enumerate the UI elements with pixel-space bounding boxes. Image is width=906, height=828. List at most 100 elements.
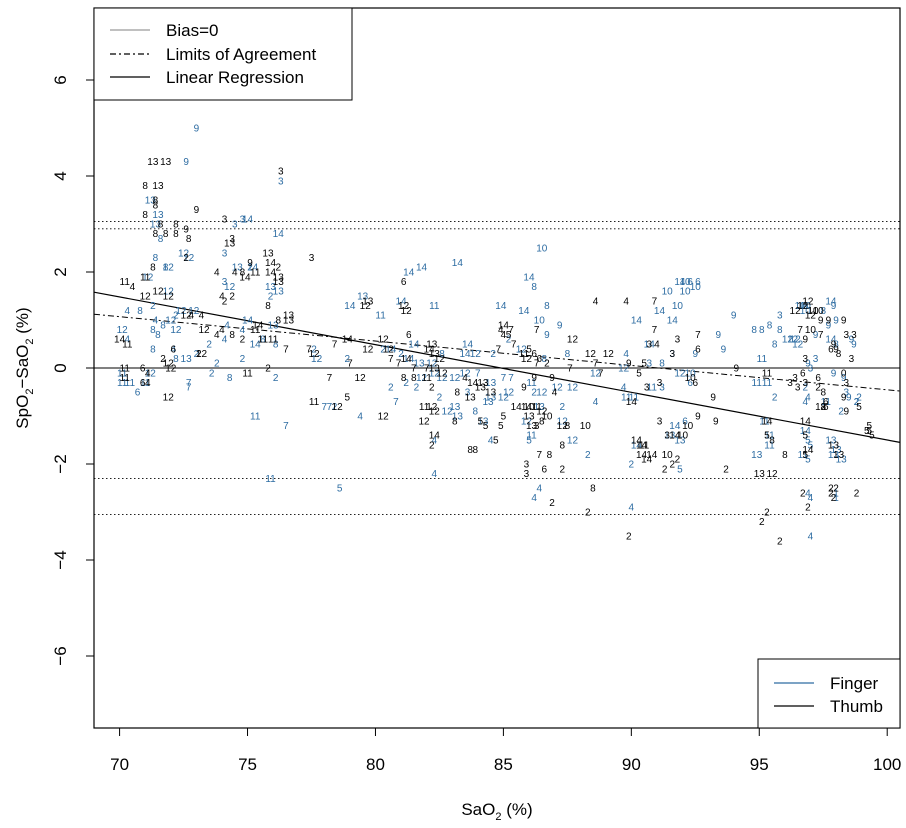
thumb-point: 13 — [477, 378, 489, 389]
finger-point: 3 — [808, 364, 814, 375]
thumb-point: 2 — [160, 354, 166, 365]
thumb-point: 4 — [552, 388, 558, 399]
thumb-point: 11 — [122, 340, 133, 351]
thumb-point: 8 — [769, 436, 775, 447]
finger-point: 2 — [531, 388, 537, 399]
thumb-point: 4 — [501, 330, 507, 341]
thumb-point: 8 — [240, 268, 246, 279]
finger-point: 12 — [567, 383, 579, 394]
finger-point: 3 — [222, 248, 228, 259]
finger-point: 14 — [403, 354, 415, 365]
finger-point: 8 — [751, 325, 757, 336]
finger-point: 14 — [459, 349, 471, 360]
thumb-point: 3 — [309, 253, 315, 264]
thumb-point: 7 — [332, 340, 338, 351]
thumb-point: 8 — [275, 316, 281, 327]
thumb-point: 5 — [345, 392, 351, 403]
thumb-point: 12 — [557, 421, 569, 432]
thumb-point: 7 — [534, 359, 540, 370]
thumb-point: 8 — [153, 200, 159, 211]
thumb-point: 12 — [426, 402, 438, 413]
finger-point: 14 — [242, 215, 254, 226]
x-tick-label: 95 — [750, 755, 769, 774]
thumb-point: 12 — [802, 296, 814, 307]
finger-point: 12 — [782, 335, 794, 346]
finger-point: 2 — [838, 407, 844, 418]
finger-point: 14 — [800, 426, 812, 437]
thumb-point: 8 — [163, 229, 169, 240]
thumb-point: 12 — [567, 335, 579, 346]
thumb-point: 4 — [145, 378, 151, 389]
thumb-point: 10 — [662, 450, 674, 461]
finger-point: 2 — [332, 402, 338, 413]
thumb-regression-line — [93, 291, 901, 443]
thumb-point: 6 — [171, 344, 177, 355]
finger-point: 3 — [465, 388, 471, 399]
thumb-point: 6 — [140, 364, 146, 375]
finger-point: 6 — [687, 277, 693, 288]
finger-point: 12 — [449, 373, 461, 384]
thumb-point: 4 — [232, 268, 238, 279]
finger-point: 11 — [250, 412, 261, 423]
finger-point: 14 — [654, 306, 666, 317]
thumb-point: 12 — [383, 344, 395, 355]
finger-point: 4 — [224, 320, 230, 331]
y-tick-label: 2 — [51, 267, 70, 276]
finger-point: 4 — [531, 493, 537, 504]
finger-point: 4 — [124, 335, 130, 346]
thumb-point: 8 — [401, 373, 407, 384]
finger-point: 8 — [153, 253, 159, 264]
thumb-point: 12 — [196, 349, 208, 360]
finger-point: 8 — [163, 263, 169, 274]
thumb-point: 5 — [641, 359, 647, 370]
thumb-point: 14 — [239, 272, 251, 283]
thumb-point: 6 — [695, 344, 701, 355]
finger-point: 4 — [808, 493, 814, 504]
thumb-point: 6 — [531, 349, 537, 360]
finger-point: 2 — [214, 359, 220, 370]
finger-point: 5 — [805, 455, 811, 466]
thumb-point: 5 — [803, 431, 809, 442]
finger-point: 7 — [393, 397, 399, 408]
thumb-point: 0 — [841, 368, 847, 379]
thumb-point: 11 — [242, 368, 253, 379]
thumb-point: 12 — [790, 306, 802, 317]
thumb-point: 8 — [467, 445, 473, 456]
thumb-point: 2 — [854, 488, 860, 499]
finger-point: 12 — [426, 359, 438, 370]
finger-point: 5 — [805, 436, 811, 447]
finger-point: 12 — [117, 325, 129, 336]
finger-point: 8 — [227, 373, 233, 384]
y-axis: −6 −4 −2 0 2 4 6 — [51, 75, 94, 666]
thumb-point: 3 — [664, 431, 670, 442]
finger-point: 12 — [165, 316, 177, 327]
thumb-point: 3 — [803, 378, 809, 389]
thumb-point: 14 — [265, 268, 277, 279]
finger-point: 8 — [260, 335, 266, 346]
finger-point: 12 — [436, 373, 448, 384]
finger-point: 8 — [772, 340, 778, 351]
finger-point: 9 — [846, 392, 852, 403]
finger-point: 14 — [273, 229, 285, 240]
thumb-point: 8 — [452, 416, 458, 427]
thumb-point: 2 — [585, 508, 591, 519]
finger-point: 10 — [795, 301, 807, 312]
finger-point: 8 — [472, 407, 478, 418]
thumb-point: 13 — [283, 316, 295, 327]
thumb-point: 5 — [636, 368, 642, 379]
finger-point: 14 — [344, 301, 356, 312]
finger-point: 14 — [247, 263, 259, 274]
thumb-point: 13 — [262, 248, 274, 259]
finger-point: 2 — [247, 263, 253, 274]
thumb-point: 2 — [626, 532, 632, 543]
finger-point: 13 — [534, 402, 546, 413]
y-tick-label: −4 — [51, 550, 70, 569]
finger-point: 11 — [526, 431, 537, 442]
thumb-point: 13 — [429, 364, 441, 375]
finger-point: 9 — [183, 157, 189, 168]
finger-point: 2 — [345, 354, 351, 365]
finger-point: 12 — [792, 340, 804, 351]
finger-point: 12 — [536, 388, 548, 399]
thumb-point: 14 — [342, 335, 354, 346]
thumb-point: 11 — [258, 335, 269, 346]
